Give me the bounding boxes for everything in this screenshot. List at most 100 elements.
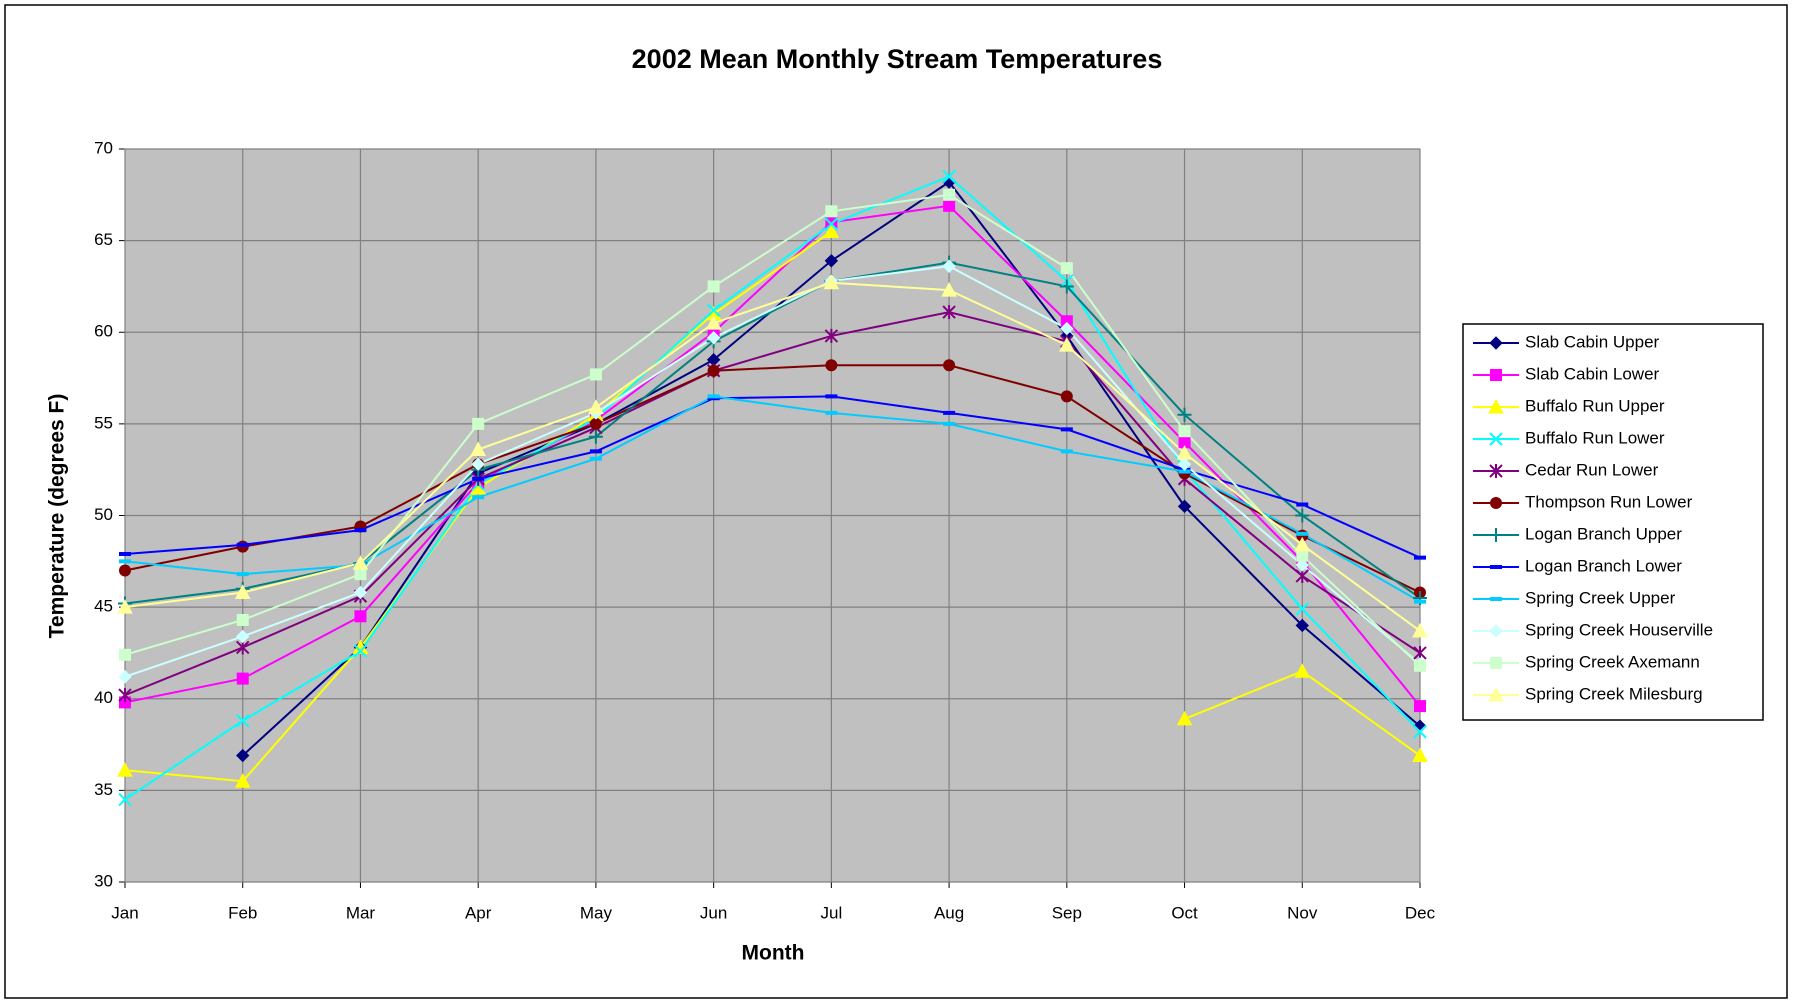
marker [470, 441, 487, 457]
marker [1176, 445, 1193, 460]
marker [119, 559, 131, 564]
marker [1490, 497, 1502, 509]
y-tick-label: 50 [94, 505, 113, 524]
marker [1414, 555, 1426, 560]
legend-label: Spring Creek Upper [1525, 588, 1676, 607]
legend-box [1462, 323, 1764, 721]
marker [942, 305, 956, 320]
y-tick-label: 45 [94, 597, 113, 616]
marker [1294, 536, 1311, 552]
marker [706, 303, 721, 317]
marker [1412, 622, 1428, 638]
y-tick-label: 55 [94, 413, 113, 432]
marker [707, 280, 720, 293]
marker [1178, 469, 1191, 474]
marker [1414, 700, 1426, 713]
series-line [124, 281, 1421, 632]
legend-label: Logan Branch Lower [1525, 556, 1682, 575]
marker [1490, 369, 1502, 381]
x-axis-title: Month [742, 942, 805, 965]
marker [1295, 558, 1309, 572]
x-tick-label: Jul [820, 903, 842, 922]
x-tick-label: Nov [1287, 903, 1318, 922]
marker [1412, 747, 1428, 763]
marker [1413, 725, 1427, 739]
marker [1295, 618, 1309, 633]
y-tick-label: 60 [94, 322, 113, 341]
marker [1489, 432, 1503, 446]
marker [1060, 427, 1073, 432]
plot-border [124, 148, 1421, 883]
marker [942, 259, 956, 273]
marker [119, 648, 131, 661]
x-tick-label: May [580, 903, 613, 922]
series-line [124, 204, 1421, 707]
series-line [124, 395, 1421, 559]
marker [1414, 659, 1426, 672]
marker [823, 274, 840, 290]
marker [823, 223, 840, 238]
marker [825, 394, 838, 399]
marker [1176, 710, 1193, 726]
y-tick-label: 40 [94, 688, 113, 707]
legend-label: Slab Cabin Lower [1525, 364, 1660, 383]
legend-label: Logan Branch Upper [1525, 524, 1682, 543]
marker [1295, 508, 1310, 523]
marker [1489, 528, 1503, 542]
marker [354, 568, 367, 581]
marker [1295, 602, 1309, 616]
marker [354, 610, 367, 623]
marker [118, 688, 132, 703]
marker [1059, 279, 1074, 294]
marker [1414, 599, 1426, 604]
marker [1060, 262, 1073, 275]
marker [588, 429, 603, 444]
series-line [124, 364, 1421, 594]
marker [1488, 398, 1504, 414]
marker [589, 368, 602, 381]
marker [1489, 464, 1503, 478]
y-tick-label: 65 [94, 230, 113, 249]
marker [1488, 686, 1504, 702]
marker [1296, 549, 1309, 562]
marker [1177, 457, 1192, 471]
marker [117, 762, 133, 777]
marker [119, 564, 131, 577]
marker [236, 748, 250, 763]
x-tick-label: Aug [934, 903, 964, 922]
marker [1296, 531, 1309, 536]
marker [1294, 663, 1311, 678]
marker [1490, 657, 1502, 669]
marker [825, 359, 838, 372]
legend-label: Spring Creek Milesburg [1525, 684, 1703, 703]
marker [1178, 436, 1191, 449]
marker [1489, 336, 1503, 350]
marker [1178, 425, 1191, 438]
series-line [124, 265, 1421, 678]
marker [589, 456, 602, 461]
legend-label: Thompson Run Lower [1525, 492, 1693, 511]
marker [236, 572, 249, 577]
marker [236, 629, 250, 644]
x-tick-label: Mar [346, 903, 376, 922]
marker [472, 476, 485, 481]
marker [943, 199, 956, 212]
marker [588, 399, 604, 414]
marker [1177, 407, 1192, 422]
marker [943, 421, 956, 426]
x-tick-label: Jun [700, 903, 727, 922]
marker [707, 364, 720, 377]
x-tick-label: Feb [228, 903, 257, 922]
series-line [124, 311, 1421, 697]
y-tick-label: 70 [94, 138, 113, 157]
marker [353, 585, 368, 600]
marker [236, 613, 249, 626]
marker [943, 410, 956, 415]
marker [941, 282, 957, 297]
chart-title: 2002 Mean Monthly Stream Temperatures [632, 44, 1163, 74]
marker [943, 188, 956, 201]
x-tick-label: Sep [1052, 903, 1082, 922]
legend-label: Cedar Run Lower [1525, 460, 1659, 479]
x-tick-label: Dec [1405, 903, 1436, 922]
marker [234, 773, 251, 788]
